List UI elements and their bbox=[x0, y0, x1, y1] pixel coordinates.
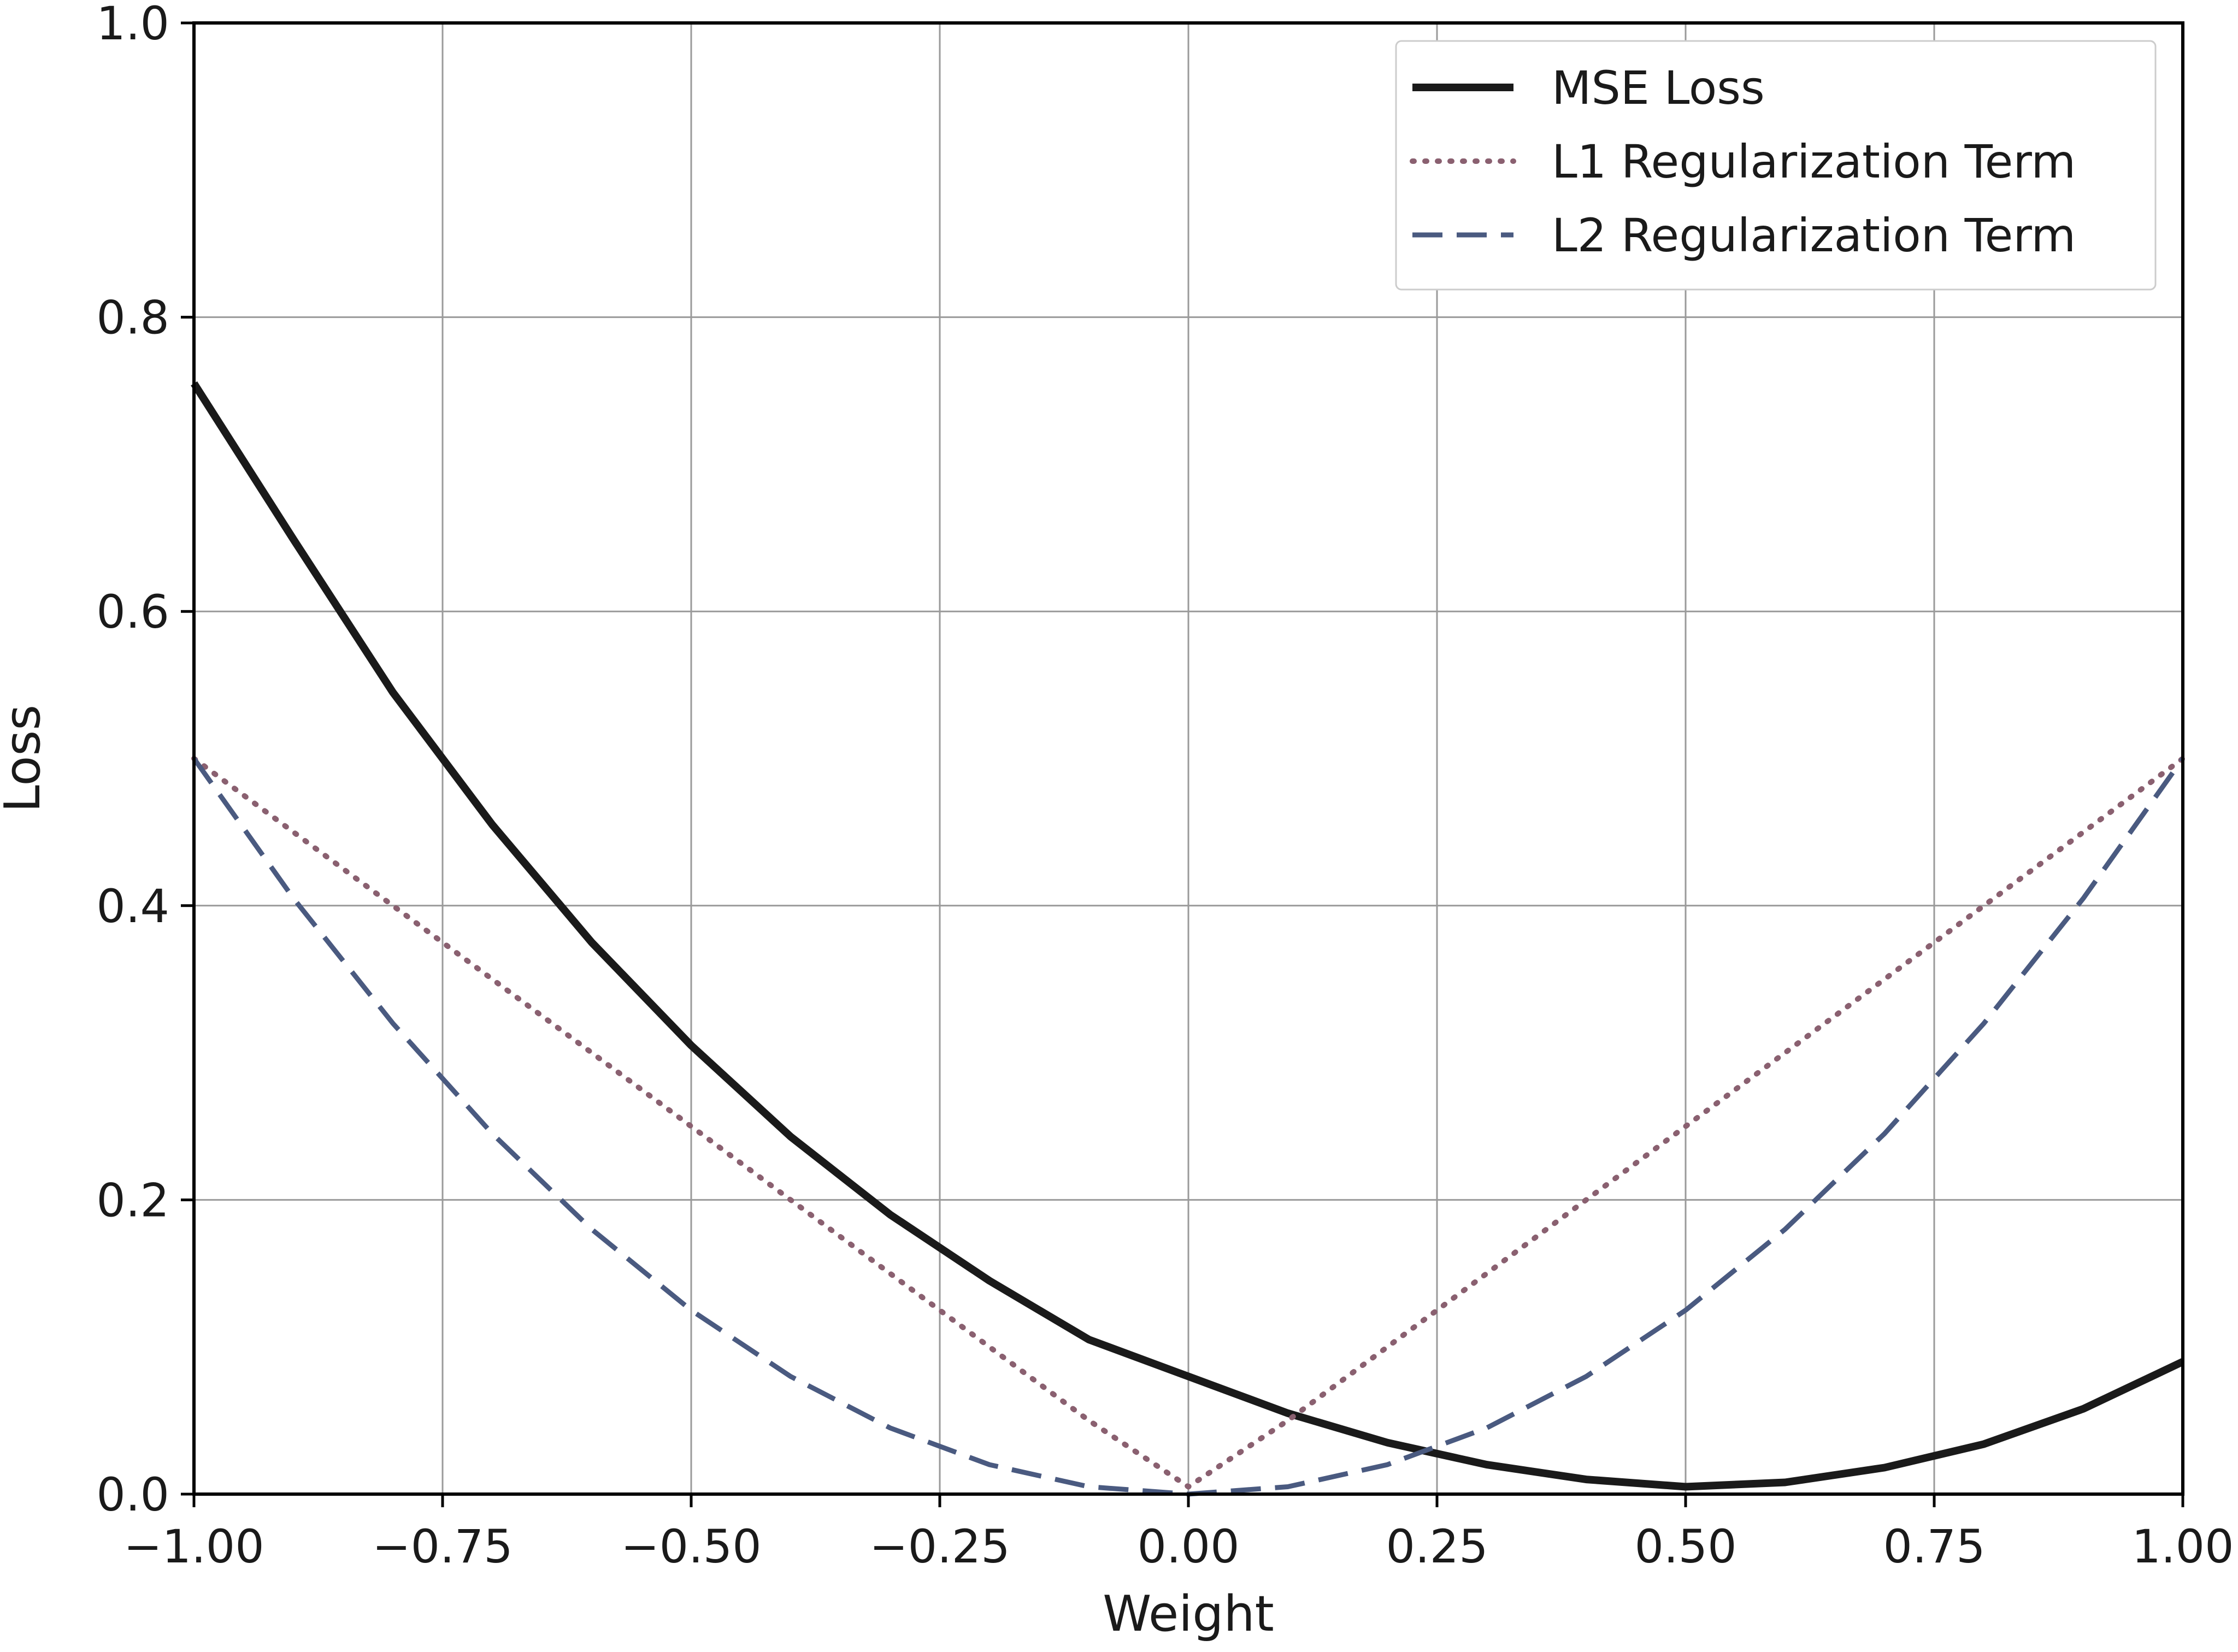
x-tick-label: 0.00 bbox=[1137, 1520, 1239, 1573]
y-tick-label: 0.6 bbox=[96, 585, 169, 639]
x-tick-label: −1.00 bbox=[123, 1520, 264, 1573]
legend-box bbox=[1395, 40, 2157, 291]
legend-label-2: L1 Regularization Term bbox=[1552, 135, 2076, 188]
y-tick-label: 0.2 bbox=[96, 1173, 169, 1227]
series-line-1 bbox=[191, 381, 2184, 1491]
legend-label-1: MSE Loss bbox=[1552, 61, 1765, 115]
legend: MSE Loss L1 Regularization Term L2 Regular… bbox=[1395, 40, 2157, 291]
x-tick-label: 1.00 bbox=[2131, 1520, 2234, 1573]
x-tick-label: −0.25 bbox=[869, 1520, 1010, 1573]
y-tick-label: 1.0 bbox=[96, 0, 169, 50]
x-tick-label: 0.75 bbox=[1883, 1520, 1985, 1573]
x-axis-label: Weight bbox=[1103, 1585, 1274, 1643]
series-line-2 bbox=[191, 756, 2186, 1490]
legend-items: MSE Loss L1 Regularization Term L2 Regular… bbox=[1410, 61, 2076, 262]
y-tick-label: 0.4 bbox=[96, 880, 169, 933]
axis-ticks bbox=[181, 21, 2184, 1507]
x-tick-label: 0.50 bbox=[1634, 1520, 1736, 1573]
x-tick-label: −0.75 bbox=[372, 1520, 513, 1573]
x-tick-label: 0.25 bbox=[1386, 1520, 1488, 1573]
axis-tick-labels: −1.00 −0.75 −0.50 −0.25 0.00 0.25 0.50 0.75 1.00… bbox=[96, 0, 2234, 1573]
y-tick-label: 0.0 bbox=[96, 1468, 169, 1521]
y-axis-label: Loss bbox=[0, 705, 51, 812]
y-tick-label: 0.8 bbox=[96, 291, 169, 345]
legend-label-3: L2 Regularization Term bbox=[1552, 209, 2076, 262]
x-tick-label: −0.50 bbox=[621, 1520, 761, 1573]
